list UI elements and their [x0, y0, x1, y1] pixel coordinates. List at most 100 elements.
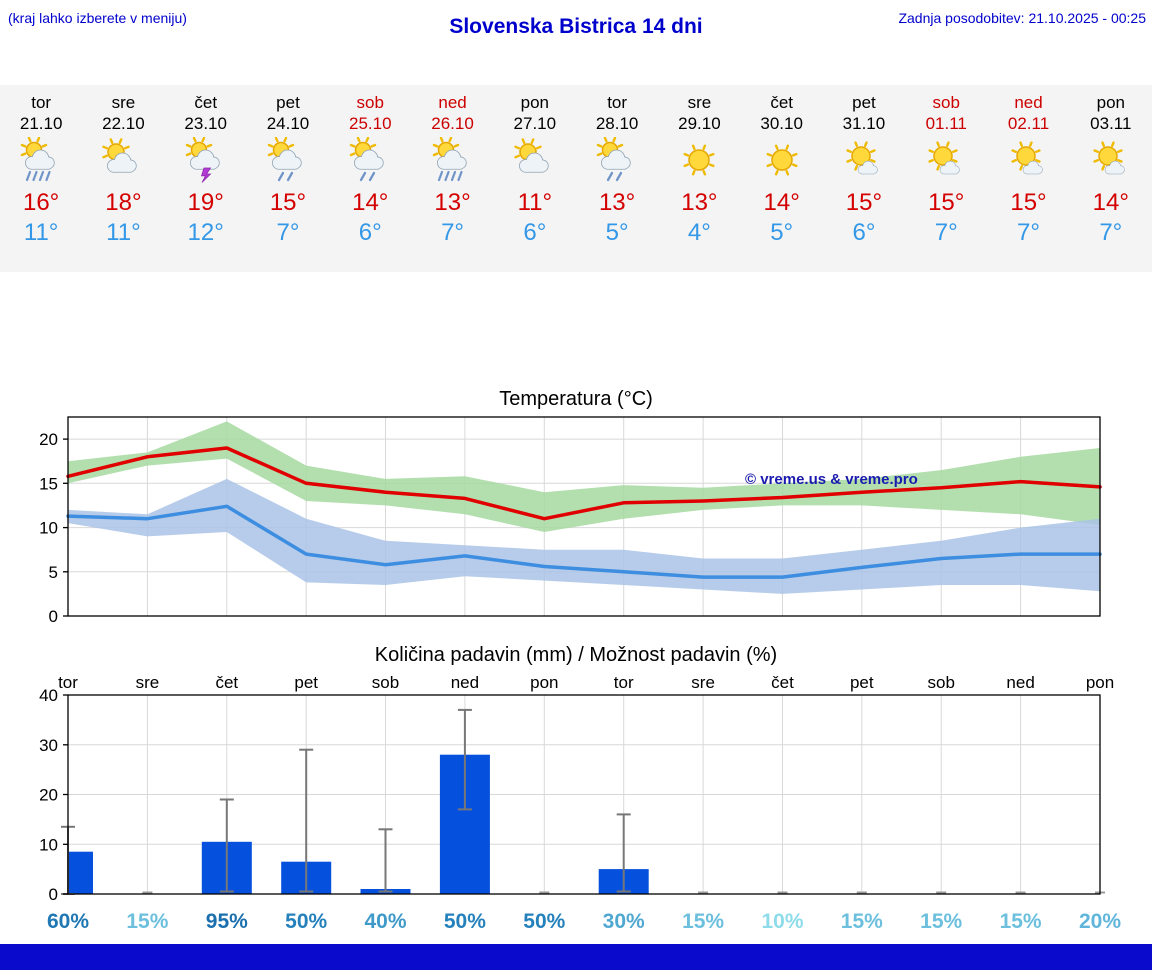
- day-date: 25.10: [348, 114, 392, 133]
- day-name: ned: [438, 93, 467, 112]
- precip-day-label: sre: [136, 673, 160, 692]
- footer-bar: [0, 944, 1152, 970]
- precip-day-label: čet: [215, 673, 238, 692]
- day-date: 24.10: [266, 114, 310, 133]
- mostly-sunny-icon: [905, 137, 987, 187]
- forecast-day-03.11: pon 03.11 14° 7°: [1070, 85, 1152, 272]
- forecast-day-26.10: ned 26.10 13° 7°: [411, 85, 493, 272]
- day-name: ned: [1014, 93, 1043, 112]
- page-title: Slovenska Bistrica 14 dni: [449, 15, 703, 38]
- day-min-temp: 11°: [106, 219, 141, 246]
- day-date: 21.10: [19, 114, 63, 133]
- day-max-temp: 13°: [434, 189, 471, 216]
- sun-rain-icon: [411, 136, 493, 187]
- precip-probability: 40%: [364, 910, 406, 933]
- day-name: sob: [932, 93, 960, 112]
- y-tick-label: 0: [49, 607, 58, 625]
- forecast-day-29.10: sre 29.10 13° 4°: [658, 85, 740, 272]
- y-tick-label: 20: [39, 786, 58, 805]
- precip-probability: 60%: [47, 910, 89, 933]
- day-name: sre: [687, 93, 712, 112]
- forecast-day-02.11: ned 02.11 15° 7°: [987, 85, 1069, 272]
- precip-day-label: pet: [850, 673, 874, 692]
- day-min-temp: 7°: [441, 219, 465, 246]
- y-tick-label: 15: [39, 474, 58, 493]
- day-date: 29.10: [678, 114, 721, 133]
- day-name: čet: [770, 93, 794, 112]
- y-tick-label: 10: [39, 519, 58, 538]
- mostly-sunny-icon: [1070, 137, 1152, 187]
- precip-probability: 50%: [285, 910, 327, 933]
- thunder-icon: [165, 136, 247, 187]
- precip-day-label: sob: [372, 673, 399, 692]
- forecast-day-27.10: pon 27.10 11° 6°: [494, 85, 576, 272]
- day-min-temp: 5°: [770, 219, 794, 246]
- forecast-day-25.10: sob 25.10 14° 6°: [329, 85, 411, 272]
- precip-probability: 15%: [126, 910, 168, 933]
- day-date: 22.10: [102, 114, 145, 133]
- forecast-day-23.10: čet 23.10 19° 12°: [165, 85, 247, 272]
- day-min-temp: 4°: [687, 219, 711, 246]
- precip-probability: 20%: [1079, 910, 1121, 933]
- precip-day-label: pon: [530, 673, 558, 692]
- y-tick-label: 0: [49, 885, 58, 904]
- day-min-temp: 7°: [1099, 219, 1123, 246]
- sun-rain-icon: [0, 136, 82, 187]
- day-date: 28.10: [595, 114, 639, 133]
- day-date: 30.10: [760, 114, 803, 133]
- day-min-temp: 12°: [187, 219, 224, 246]
- sunny-icon: [658, 137, 740, 187]
- y-tick-label: 30: [39, 736, 58, 755]
- precip-probability: 10%: [761, 910, 803, 933]
- day-max-temp: 14°: [1092, 189, 1129, 216]
- last-update: Zadnja posodobitev: 21.10.2025 - 00:25: [898, 10, 1146, 26]
- forecast-day-28.10: tor 28.10 13° 5°: [576, 85, 658, 272]
- y-tick-label: 20: [39, 430, 58, 449]
- precip-probability: 15%: [841, 910, 883, 933]
- watermark-link[interactable]: © vreme.us & vreme.pro: [745, 471, 918, 488]
- temp-chart-title: Temperatura (°C): [499, 388, 653, 410]
- forecast-day-01.11: sob 01.11 15° 7°: [905, 85, 987, 272]
- forecast-day-31.10: pet 31.10 15° 6°: [823, 85, 905, 272]
- forecast-day-22.10: sre 22.10 18° 11°: [82, 85, 164, 272]
- day-name: pon: [520, 93, 550, 112]
- sunny-icon: [741, 137, 823, 187]
- plot-border: [67, 416, 1101, 617]
- temp-line-0: [66, 446, 1102, 521]
- y-tick-label: 5: [49, 563, 58, 582]
- precip-day-label: tor: [58, 673, 78, 692]
- day-max-temp: 13°: [681, 189, 718, 216]
- forecast-strip: tor 21.10 16° 11° sre 22.10 18° 11° čet 23.10 19° 1…: [0, 85, 1152, 272]
- y-tick-label: 40: [39, 686, 58, 705]
- day-min-temp: 11°: [23, 219, 59, 246]
- day-date: 26.10: [431, 114, 474, 133]
- day-name: pon: [1096, 93, 1125, 112]
- temperature-chart: 0 5 10 15 20 © vreme.us & vreme.pro: [0, 410, 1152, 626]
- precip-bar: [68, 851, 93, 894]
- day-min-temp: 6°: [358, 219, 382, 246]
- precip-probability: 30%: [603, 910, 645, 933]
- day-min-temp: 6°: [852, 219, 876, 246]
- precip-day-label: ned: [451, 673, 479, 692]
- day-name: sre: [111, 93, 136, 112]
- day-name: tor: [607, 93, 628, 112]
- day-max-temp: 15°: [269, 189, 307, 216]
- forecast-day-21.10: tor 21.10 16° 11°: [0, 85, 82, 272]
- day-date: 02.11: [1007, 114, 1050, 133]
- day-name: pet: [276, 93, 300, 112]
- day-max-temp: 15°: [928, 189, 965, 216]
- day-name: sob: [356, 93, 384, 112]
- precip-day-label: tor: [614, 673, 634, 692]
- day-date: 01.11: [925, 114, 967, 133]
- day-min-temp: 5°: [605, 219, 629, 246]
- day-name: tor: [31, 93, 52, 112]
- forecast-day-24.10: pet 24.10 15° 7°: [247, 85, 329, 272]
- menu-hint: (kraj lahko izberete v meniju): [8, 10, 187, 26]
- precipitation-chart: tor sre čet pet sob ned pon tor sre čet pet sob ned p…: [0, 668, 1152, 940]
- temp-band-1: [68, 478, 1100, 594]
- precip-probability: 95%: [206, 910, 248, 933]
- temp-band-0: [68, 421, 1100, 532]
- sun-showers-icon: [247, 136, 329, 187]
- precip-day-label: pon: [1086, 673, 1114, 692]
- sun-cloud-icon: [82, 137, 164, 187]
